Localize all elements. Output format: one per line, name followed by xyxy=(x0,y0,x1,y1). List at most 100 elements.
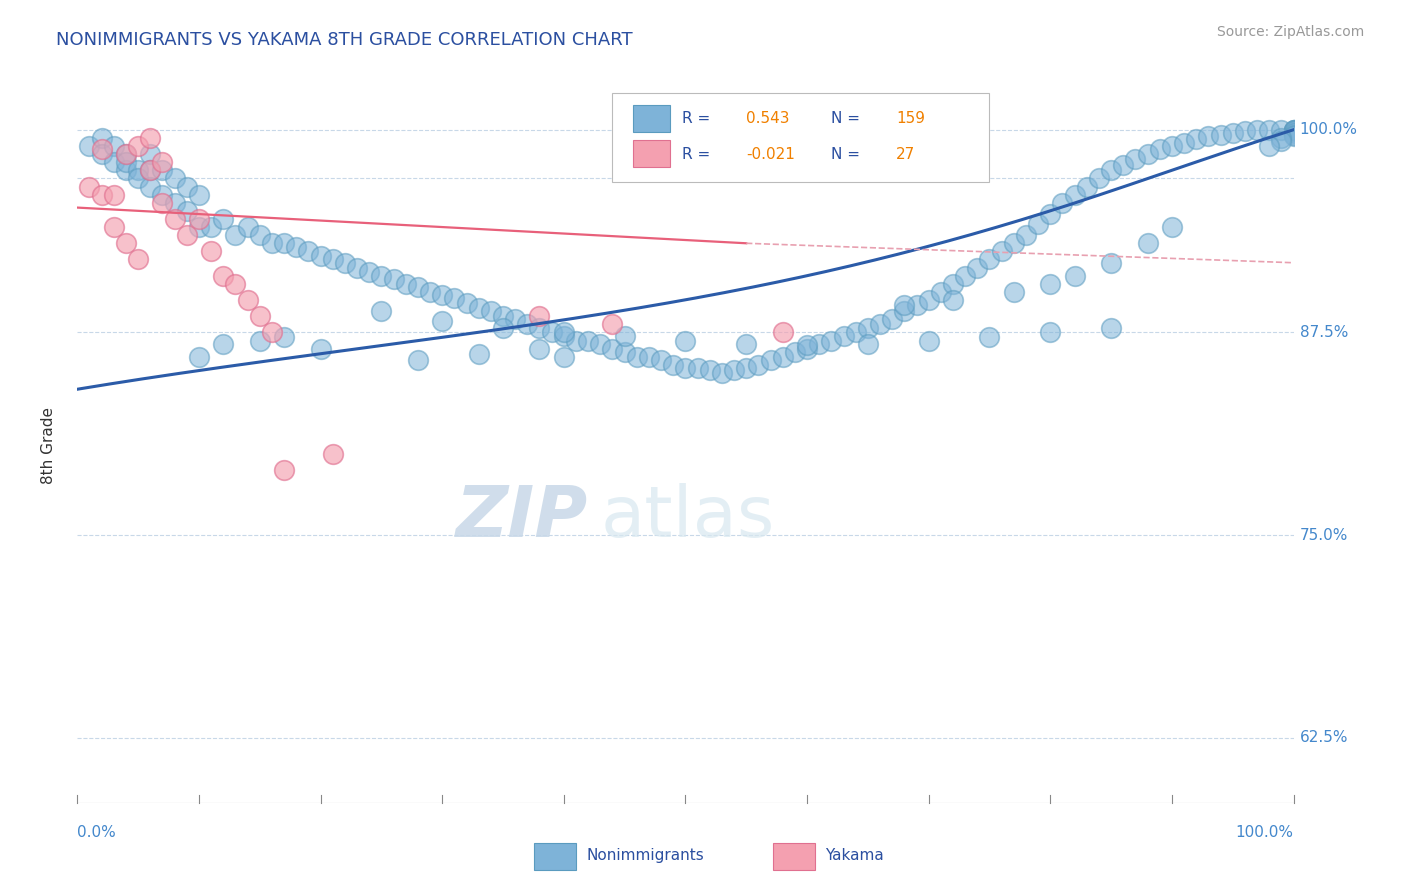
Text: 0.0%: 0.0% xyxy=(77,825,117,839)
Point xyxy=(139,179,162,194)
Point xyxy=(869,318,891,332)
Point xyxy=(1161,139,1184,153)
Point xyxy=(565,334,588,348)
Point xyxy=(918,293,941,307)
Point xyxy=(602,342,624,356)
Point xyxy=(1052,195,1074,210)
Point xyxy=(662,358,685,372)
Point xyxy=(163,171,186,186)
Point xyxy=(1099,256,1122,270)
Point xyxy=(990,244,1012,259)
Point xyxy=(249,310,271,324)
Point xyxy=(127,163,149,178)
Point xyxy=(516,318,538,332)
Point xyxy=(942,277,965,291)
Point xyxy=(103,220,125,235)
Point xyxy=(772,350,794,364)
Point xyxy=(735,361,758,376)
Point xyxy=(115,236,138,251)
Point xyxy=(675,361,697,376)
Point xyxy=(430,288,453,302)
Point xyxy=(1270,134,1292,148)
Point xyxy=(540,326,562,340)
Text: atlas: atlas xyxy=(600,483,775,552)
Point xyxy=(1063,268,1085,283)
Point xyxy=(1039,277,1062,291)
Point xyxy=(1222,126,1244,140)
Point xyxy=(249,228,271,243)
Text: 159: 159 xyxy=(896,111,925,126)
Point xyxy=(808,336,831,351)
Point xyxy=(139,131,162,145)
Point xyxy=(832,328,855,343)
Point xyxy=(1026,217,1049,231)
Text: NONIMMIGRANTS VS YAKAMA 8TH GRADE CORRELATION CHART: NONIMMIGRANTS VS YAKAMA 8TH GRADE CORREL… xyxy=(56,31,633,49)
Point xyxy=(224,277,246,291)
Point xyxy=(103,187,125,202)
Point xyxy=(1002,285,1025,299)
Point xyxy=(273,330,295,344)
Text: 62.5%: 62.5% xyxy=(1299,731,1348,746)
Point xyxy=(576,334,599,348)
Point xyxy=(456,296,478,310)
Point xyxy=(1125,152,1147,166)
FancyBboxPatch shape xyxy=(613,93,990,182)
Point xyxy=(710,366,733,380)
Point xyxy=(285,239,308,253)
Point xyxy=(529,310,551,324)
Point xyxy=(139,147,162,161)
Text: 100.0%: 100.0% xyxy=(1236,825,1294,839)
Point xyxy=(309,249,332,263)
Point xyxy=(1258,139,1281,153)
Point xyxy=(297,244,319,259)
Point xyxy=(553,326,575,340)
Point xyxy=(236,220,259,235)
Point xyxy=(492,320,515,334)
Point xyxy=(273,463,295,477)
Point xyxy=(90,187,112,202)
Text: Nonimmigrants: Nonimmigrants xyxy=(586,848,704,863)
Point xyxy=(589,336,612,351)
Point xyxy=(103,155,125,169)
Point xyxy=(1282,122,1305,136)
Point xyxy=(845,326,868,340)
Point xyxy=(613,328,636,343)
Text: ZIP: ZIP xyxy=(456,483,588,552)
Point xyxy=(188,211,211,226)
Point xyxy=(224,228,246,243)
Point xyxy=(467,346,489,360)
Point xyxy=(1063,187,1085,202)
Point xyxy=(370,268,392,283)
Point xyxy=(115,147,138,161)
Point xyxy=(127,139,149,153)
Point xyxy=(176,203,198,218)
Point xyxy=(979,330,1001,344)
Point xyxy=(735,336,758,351)
Point xyxy=(1088,171,1111,186)
Point xyxy=(602,318,624,332)
Point xyxy=(1246,122,1268,136)
Point xyxy=(1270,131,1292,145)
Point xyxy=(1076,179,1098,194)
Point xyxy=(163,211,186,226)
Point xyxy=(176,228,198,243)
Point xyxy=(529,320,551,334)
Point xyxy=(273,236,295,251)
Point xyxy=(90,131,112,145)
Point xyxy=(419,285,441,299)
Point xyxy=(79,139,101,153)
Text: Yakama: Yakama xyxy=(825,848,884,863)
Point xyxy=(820,334,842,348)
Point xyxy=(395,277,418,291)
Point xyxy=(260,326,283,340)
Point xyxy=(747,358,769,372)
Point xyxy=(638,350,661,364)
Point xyxy=(152,195,174,210)
Point xyxy=(1197,129,1219,144)
Point xyxy=(139,163,162,178)
Point xyxy=(249,334,271,348)
Text: R =: R = xyxy=(682,111,710,126)
Point xyxy=(152,163,174,178)
Point xyxy=(90,147,112,161)
Point xyxy=(1099,320,1122,334)
